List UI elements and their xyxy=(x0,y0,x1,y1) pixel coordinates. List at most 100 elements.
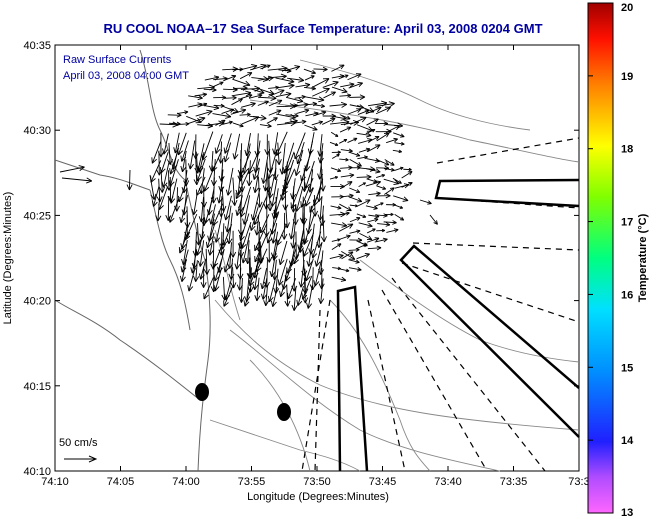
current-vector xyxy=(188,94,203,101)
current-vector xyxy=(329,253,344,259)
current-vector xyxy=(365,205,378,210)
current-vector xyxy=(249,206,259,231)
current-vector xyxy=(221,108,235,114)
current-vector xyxy=(231,177,238,206)
current-vector xyxy=(294,149,304,176)
current-vector xyxy=(394,204,404,209)
coastline-segment xyxy=(139,49,211,472)
current-vector xyxy=(277,258,288,286)
current-vector xyxy=(301,167,308,192)
current-vector xyxy=(161,161,170,188)
current-vector xyxy=(367,144,381,153)
y-tick-label: 40:15 xyxy=(23,381,51,393)
current-vector xyxy=(222,120,233,125)
y-tick-label: 40:10 xyxy=(23,466,51,478)
current-vector xyxy=(331,64,345,72)
current-vector xyxy=(149,174,157,200)
current-vector xyxy=(340,181,353,189)
x-tick-label: 73:40 xyxy=(434,476,462,488)
current-vector xyxy=(339,203,352,212)
current-vector xyxy=(386,228,399,233)
current-vector xyxy=(270,286,278,307)
shipping-lane-southeast xyxy=(399,244,580,438)
current-vector xyxy=(196,176,206,196)
current-vector xyxy=(279,276,288,298)
scale-label: 50 cm/s xyxy=(59,437,98,449)
current-vector xyxy=(394,214,405,221)
x-tick-label: 73:3 xyxy=(568,476,589,488)
current-vector xyxy=(250,88,265,95)
current-vector xyxy=(330,205,342,210)
current-vector xyxy=(313,66,328,72)
current-vector xyxy=(348,196,363,203)
current-vector xyxy=(312,87,330,97)
colorbar-ticks: 13 14 15 16 17 18 19 20 xyxy=(588,2,634,518)
current-vector xyxy=(262,169,269,192)
current-vector xyxy=(260,278,268,300)
current-vector xyxy=(241,116,260,125)
current-vector xyxy=(231,98,243,106)
current-vector xyxy=(239,112,251,117)
dashed-lane-line xyxy=(401,262,580,323)
depth-contour xyxy=(249,99,580,163)
current-vector xyxy=(267,73,287,80)
current-vector xyxy=(215,119,226,126)
current-vector xyxy=(384,212,394,217)
current-vector xyxy=(314,241,323,267)
coastline xyxy=(54,49,211,472)
current-vector xyxy=(313,103,325,108)
current-vector xyxy=(194,92,207,97)
current-vector xyxy=(213,267,223,292)
current-vector xyxy=(59,165,85,173)
current-vector xyxy=(365,180,381,187)
dashed-lane-line xyxy=(314,309,321,472)
depth-contour xyxy=(329,299,431,472)
current-vector xyxy=(275,91,292,98)
current-vector xyxy=(384,159,395,166)
current-vector xyxy=(322,80,339,88)
shipping-lanes xyxy=(336,178,580,472)
current-vector xyxy=(376,101,395,108)
x-axis-title: Longitude (Degrees:Minutes) xyxy=(247,491,389,503)
current-vector xyxy=(223,74,237,81)
current-vector xyxy=(197,240,205,267)
current-vector xyxy=(284,65,301,72)
current-vector xyxy=(386,137,398,144)
current-vector xyxy=(126,169,133,191)
current-vector xyxy=(349,204,359,208)
current-vector xyxy=(348,247,360,252)
current-vector xyxy=(376,185,387,190)
current-vector xyxy=(291,286,298,311)
current-vector xyxy=(366,118,379,126)
current-vector xyxy=(331,243,342,250)
current-vector xyxy=(296,108,310,114)
current-vector xyxy=(242,143,251,175)
current-vector xyxy=(376,132,390,142)
current-vector xyxy=(376,159,390,166)
dashed-lane-line xyxy=(412,242,580,251)
current-vector xyxy=(214,134,223,154)
y-tick-labels: 40:35 40:30 40:25 40:20 40:15 40:10 xyxy=(23,40,579,478)
current-vector xyxy=(356,213,367,219)
current-vectors xyxy=(59,63,438,311)
current-vector xyxy=(223,251,232,273)
colorbar-tick-label: 18 xyxy=(621,144,633,156)
x-tick-label: 74:10 xyxy=(41,476,69,488)
colorbar-title: Temperature (°C) xyxy=(637,213,649,302)
current-vector xyxy=(309,267,316,291)
current-vector xyxy=(178,232,189,254)
current-vector xyxy=(203,168,215,192)
current-vector xyxy=(385,125,400,134)
current-vector xyxy=(331,276,347,282)
current-vector xyxy=(195,109,213,117)
current-vector xyxy=(368,136,380,143)
current-vector xyxy=(187,140,196,170)
current-vector xyxy=(276,83,295,90)
current-vector xyxy=(284,284,291,307)
current-vector xyxy=(304,124,318,131)
current-vector xyxy=(356,243,368,249)
current-vector xyxy=(294,132,306,160)
current-vector xyxy=(285,113,299,118)
current-vector xyxy=(298,259,305,288)
current-vector xyxy=(348,267,362,272)
